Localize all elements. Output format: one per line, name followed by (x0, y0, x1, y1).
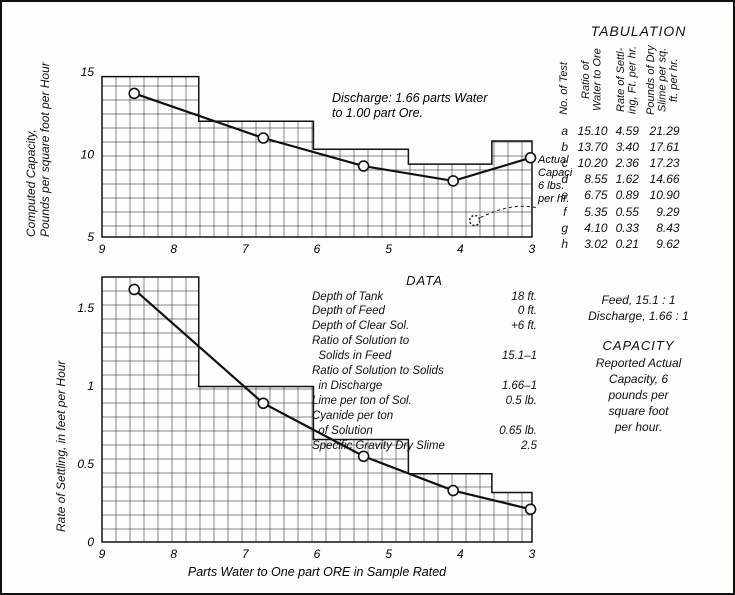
data-row: Depth of Feed0 ft. (312, 304, 537, 319)
data-row: Depth of Tank18 ft. (312, 290, 537, 305)
table-row: g4.100.338.43 (556, 220, 684, 236)
data-row: Cyanide per ton (312, 409, 537, 424)
table-row: a15.104.5921.29 (556, 123, 684, 139)
svg-text:5: 5 (385, 242, 392, 256)
svg-text:8: 8 (170, 547, 177, 561)
data-row: Lime per ton of Sol.0.5 lb. (312, 394, 537, 409)
svg-text:Parts Water to One part ORE in: Parts Water to One part ORE in Sample Ra… (188, 565, 447, 579)
tab-header: Ratio of Water to Ore (581, 45, 604, 115)
table-row: f5.350.559.29 (556, 204, 684, 220)
discharge-line: Discharge, 1.66 : 1 (556, 308, 721, 324)
svg-text:8: 8 (170, 242, 177, 256)
data-row: Depth of Clear Sol.+6 ft. (312, 319, 537, 334)
data-row: in Discharge1.66–1 (312, 379, 537, 394)
capacity-text: Reported Actual Capacity, 6 pounds per s… (556, 355, 721, 436)
svg-text:3: 3 (529, 547, 536, 561)
svg-text:to 1.00 part Ore.: to 1.00 part Ore. (332, 106, 423, 120)
data-row: Ratio of Solution to (312, 334, 537, 349)
data-row: Solids in Feed15.1–1 (312, 349, 537, 364)
svg-text:7: 7 (242, 242, 250, 256)
svg-text:1: 1 (87, 379, 94, 393)
svg-text:9: 9 (99, 547, 106, 561)
svg-text:Discharge: 1.66 parts Water: Discharge: 1.66 parts Water (332, 91, 488, 105)
svg-text:4: 4 (457, 547, 464, 561)
table-row: b13.703.4017.61 (556, 139, 684, 155)
tabulation-table: No. of Test Ratio of Water to Ore Rate of … (556, 45, 684, 252)
svg-text:5: 5 (87, 230, 94, 244)
table-row: h3.020.219.62 (556, 236, 684, 252)
capacity-title: CAPACITY (556, 337, 721, 355)
svg-text:0: 0 (87, 535, 94, 549)
tabulation-block: TABULATION No. of Test Ratio of Water to … (556, 22, 721, 252)
svg-text:15: 15 (81, 65, 95, 79)
data-row: of Solution0.65 lb. (312, 424, 537, 439)
tab-header: No. of Test (559, 62, 571, 115)
feed-line: Feed, 15.1 : 1 (556, 292, 721, 308)
svg-text:3: 3 (529, 242, 536, 256)
data-row: Ratio of Solution to Solids (312, 364, 537, 379)
svg-text:6: 6 (314, 242, 321, 256)
svg-text:5: 5 (385, 547, 392, 561)
svg-text:10: 10 (81, 148, 95, 162)
svg-text:9: 9 (99, 242, 106, 256)
data-block: DATA Depth of Tank18 ft.Depth of Feed0 f… (312, 272, 537, 454)
tabulation-title: TABULATION (556, 22, 721, 41)
table-row: e6.750.8910.90 (556, 187, 684, 203)
svg-text:0.5: 0.5 (77, 457, 94, 471)
svg-text:7: 7 (242, 547, 250, 561)
data-row: Specific Gravity Dry Slime2.5 (312, 439, 537, 454)
feed-block: Feed, 15.1 : 1 Discharge, 1.66 : 1 (556, 292, 721, 324)
data-title: DATA (312, 272, 537, 290)
tab-header: Pounds of Dry Slime per sq. ft. per hr. (646, 45, 681, 115)
svg-text:1.5: 1.5 (77, 301, 94, 315)
svg-text:6: 6 (314, 547, 321, 561)
tab-header: Rate of Settl- ing, Ft. per hr. (616, 45, 639, 115)
table-row: c10.202.3617.23 (556, 155, 684, 171)
svg-text:4: 4 (457, 242, 464, 256)
capacity-block: CAPACITY Reported Actual Capacity, 6 pou… (556, 337, 721, 435)
table-row: d8.551.6214.66 (556, 171, 684, 187)
